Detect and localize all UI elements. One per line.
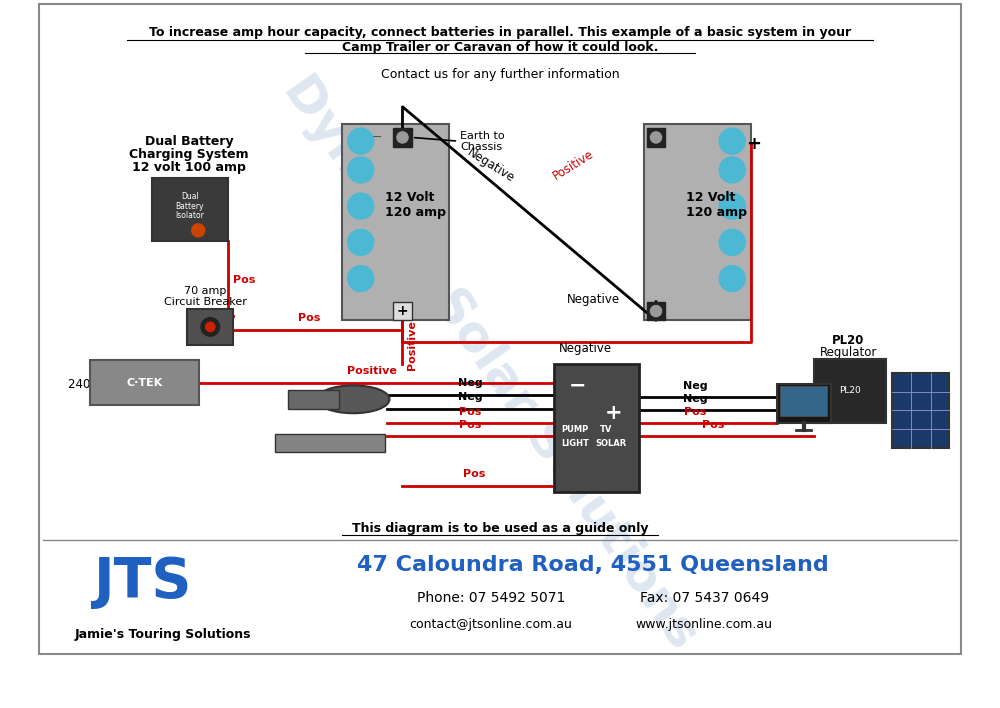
Text: Neg: Neg xyxy=(683,381,707,391)
Text: Negative: Negative xyxy=(559,342,612,355)
Text: contact@jtsonline.com.au: contact@jtsonline.com.au xyxy=(409,617,572,631)
Ellipse shape xyxy=(317,385,389,413)
Bar xyxy=(647,302,665,321)
Circle shape xyxy=(719,157,745,183)
Circle shape xyxy=(201,318,220,336)
Bar xyxy=(90,360,199,405)
Bar xyxy=(342,123,449,321)
Text: This diagram is to be used as a guide only: This diagram is to be used as a guide on… xyxy=(352,522,648,535)
Text: Pos: Pos xyxy=(684,407,706,417)
Bar xyxy=(892,373,949,447)
Text: Earth to: Earth to xyxy=(460,130,505,141)
Text: PUMP: PUMP xyxy=(561,426,589,435)
Text: −: − xyxy=(371,131,382,144)
Text: Contact us for any further information: Contact us for any further information xyxy=(381,68,619,81)
Text: Fax: 07 5437 0649: Fax: 07 5437 0649 xyxy=(640,590,769,605)
Text: Chassis: Chassis xyxy=(460,142,502,152)
Circle shape xyxy=(650,306,662,316)
Text: Dual Battery: Dual Battery xyxy=(145,135,233,148)
Bar xyxy=(288,390,339,409)
Text: www.jtsonline.com.au: www.jtsonline.com.au xyxy=(636,617,773,631)
Text: Circuit Breaker: Circuit Breaker xyxy=(164,297,247,307)
Text: Pos: Pos xyxy=(459,420,481,430)
Bar xyxy=(780,387,827,416)
Text: Pos: Pos xyxy=(702,420,725,430)
Text: 240 volt: 240 volt xyxy=(68,378,117,391)
Text: Regulator: Regulator xyxy=(820,346,877,360)
Text: Neg: Neg xyxy=(458,392,483,402)
Circle shape xyxy=(650,132,662,143)
Text: PL20: PL20 xyxy=(832,334,864,348)
Text: Positive: Positive xyxy=(407,321,417,370)
Text: Negative: Negative xyxy=(567,292,620,306)
Bar xyxy=(187,309,233,345)
Circle shape xyxy=(348,229,374,256)
Text: +: + xyxy=(397,304,408,318)
Circle shape xyxy=(719,266,745,292)
Text: 12 volt 100 amp: 12 volt 100 amp xyxy=(132,161,246,173)
Text: TV: TV xyxy=(600,426,613,435)
Bar xyxy=(393,128,412,147)
Text: Positive: Positive xyxy=(347,366,397,376)
Text: 47 Caloundra Road, 4551 Queensland: 47 Caloundra Road, 4551 Queensland xyxy=(357,555,829,576)
Text: Pos: Pos xyxy=(459,407,481,417)
Bar xyxy=(814,360,886,423)
Text: Pos: Pos xyxy=(463,469,485,479)
Text: Phone: 07 5492 5071: Phone: 07 5492 5071 xyxy=(417,590,565,605)
Text: C·TEK: C·TEK xyxy=(126,377,162,387)
Bar xyxy=(275,434,385,452)
Text: 120 amp: 120 amp xyxy=(686,206,747,219)
Text: Dual: Dual xyxy=(181,193,199,201)
Text: Isolator: Isolator xyxy=(175,211,204,220)
Text: Neg: Neg xyxy=(683,394,707,404)
Text: +: + xyxy=(604,404,622,423)
Text: Positive: Positive xyxy=(551,148,597,183)
Text: Pos: Pos xyxy=(298,313,321,323)
Text: +: + xyxy=(746,135,761,153)
Bar xyxy=(647,128,665,147)
Text: Neg: Neg xyxy=(458,378,483,388)
Text: Battery: Battery xyxy=(176,202,204,211)
Text: −: − xyxy=(568,375,586,395)
Text: SOLAR: SOLAR xyxy=(596,440,627,448)
Text: Charging System: Charging System xyxy=(129,148,249,161)
Circle shape xyxy=(206,322,215,331)
Text: PL20: PL20 xyxy=(839,387,861,396)
Text: JTS: JTS xyxy=(93,555,192,610)
Circle shape xyxy=(348,128,374,154)
Bar xyxy=(152,178,228,241)
Text: Pos: Pos xyxy=(233,275,255,285)
Circle shape xyxy=(348,157,374,183)
Circle shape xyxy=(348,266,374,292)
Circle shape xyxy=(397,132,408,143)
Text: Camp Trailer or Caravan of how it could look.: Camp Trailer or Caravan of how it could … xyxy=(342,41,658,54)
Circle shape xyxy=(719,193,745,219)
Text: Jamie's Touring Solutions: Jamie's Touring Solutions xyxy=(75,628,251,641)
Text: LIGHT: LIGHT xyxy=(561,440,589,448)
Text: 12 Volt: 12 Volt xyxy=(385,191,434,205)
Bar xyxy=(554,364,639,492)
Text: 12 Volt: 12 Volt xyxy=(686,191,735,205)
Circle shape xyxy=(192,224,205,236)
Text: 70 amp: 70 amp xyxy=(184,286,227,296)
Bar xyxy=(644,123,751,321)
Text: 120 amp: 120 amp xyxy=(385,206,446,219)
Circle shape xyxy=(348,193,374,219)
Circle shape xyxy=(719,128,745,154)
Text: To increase amp hour capacity, connect batteries in parallel. This example of a : To increase amp hour capacity, connect b… xyxy=(149,26,851,39)
Text: Dynamic Solar Solutions: Dynamic Solar Solutions xyxy=(274,67,708,658)
Bar xyxy=(393,302,412,321)
Circle shape xyxy=(719,229,745,256)
Text: Negative: Negative xyxy=(465,146,517,185)
Bar xyxy=(777,384,831,423)
